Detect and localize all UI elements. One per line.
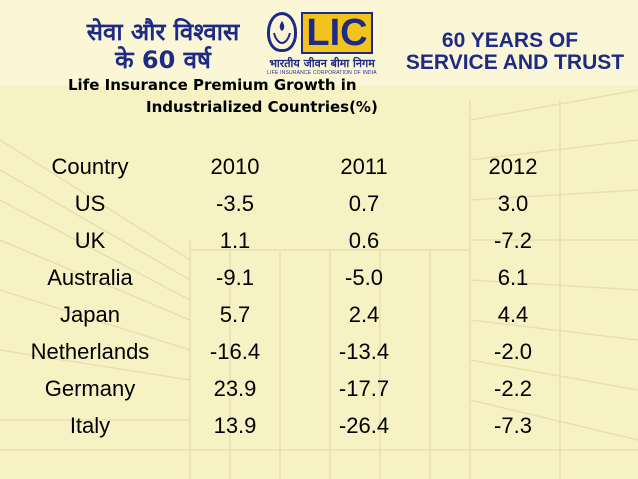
country-cell: Germany xyxy=(44,375,136,401)
table-header-row: Country 2010 2011 2012 xyxy=(0,148,588,185)
hindi-title-line1: सेवा और विश्वास xyxy=(86,18,240,46)
slide-title-line2: Industrialized Countries(%) xyxy=(146,98,378,116)
value-cell: -17.7 xyxy=(338,375,390,401)
table-row: Italy 13.9 -26.4 -7.3 xyxy=(0,407,588,444)
value-cell: -16.4 xyxy=(209,338,261,364)
hindi-title-line2: के 60 वर्ष xyxy=(115,46,211,74)
lic-lamp-hands-icon xyxy=(267,12,297,52)
header-country: Country xyxy=(51,153,129,179)
country-cell: Netherlands xyxy=(30,338,150,364)
value-cell: 0.7 xyxy=(348,190,380,216)
tagline-line1: 60 YEARS OF xyxy=(441,29,579,52)
country-cell: Italy xyxy=(69,412,111,438)
country-cell: US xyxy=(74,190,106,216)
country-cell: Japan xyxy=(60,301,120,327)
value-cell: 13.9 xyxy=(213,412,257,438)
table-row: Germany 23.9 -17.7 -2.2 xyxy=(0,370,588,407)
header-2010: 2010 xyxy=(210,153,260,179)
table-row: UK 1.1 0.6 -7.2 xyxy=(0,222,588,259)
premium-growth-table: Country 2010 2011 2012 US -3.5 0.7 3.0 U… xyxy=(0,148,588,444)
country-cell: UK xyxy=(74,227,106,253)
anniversary-tagline: 60 YEARS OF SERVICE AND TRUST xyxy=(400,30,630,74)
country-cell: Australia xyxy=(47,264,133,290)
lic-logo-text: LIC xyxy=(301,12,373,54)
tagline-line2: SERVICE AND TRUST xyxy=(405,51,625,74)
value-cell: -13.4 xyxy=(338,338,390,364)
value-cell: -7.2 xyxy=(494,227,532,253)
value-cell: -7.3 xyxy=(494,412,532,438)
table-row: US -3.5 0.7 3.0 xyxy=(0,185,588,222)
value-cell: 4.4 xyxy=(497,301,529,327)
value-cell: 3.0 xyxy=(497,190,529,216)
value-cell: -3.5 xyxy=(216,190,254,216)
header-band: सेवा और विश्वास के 60 वर्ष LIC भारतीय जी… xyxy=(0,0,638,86)
value-cell: -26.4 xyxy=(338,412,390,438)
table-row: Netherlands -16.4 -13.4 -2.0 xyxy=(0,333,588,370)
slide-title: Life Insurance Premium Growth in Industr… xyxy=(40,74,470,118)
hindi-anniversary-title: सेवा और विश्वास के 60 वर्ष xyxy=(78,18,248,74)
value-cell: 0.6 xyxy=(348,227,380,253)
lic-english-name: LIFE INSURANCE CORPORATION OF INDIA xyxy=(267,70,377,76)
value-cell: 23.9 xyxy=(213,375,257,401)
value-cell: -5.0 xyxy=(345,264,383,290)
lic-logo: LIC भारतीय जीवन बीमा निगम LIFE INSURANCE… xyxy=(267,12,377,78)
value-cell: -2.0 xyxy=(494,338,532,364)
value-cell: 2.4 xyxy=(348,301,380,327)
header-2012: 2012 xyxy=(488,153,538,179)
value-cell: -9.1 xyxy=(216,264,254,290)
value-cell: 5.7 xyxy=(219,301,251,327)
header-2011: 2011 xyxy=(340,153,388,179)
value-cell: 6.1 xyxy=(497,264,529,290)
slide-title-line1: Life Insurance Premium Growth in xyxy=(68,76,357,94)
table-row: Australia -9.1 -5.0 6.1 xyxy=(0,259,588,296)
table-row: Japan 5.7 2.4 4.4 xyxy=(0,296,588,333)
value-cell: -2.2 xyxy=(494,375,532,401)
value-cell: 1.1 xyxy=(219,227,251,253)
lic-hindi-name: भारतीय जीवन बीमा निगम xyxy=(269,57,375,70)
